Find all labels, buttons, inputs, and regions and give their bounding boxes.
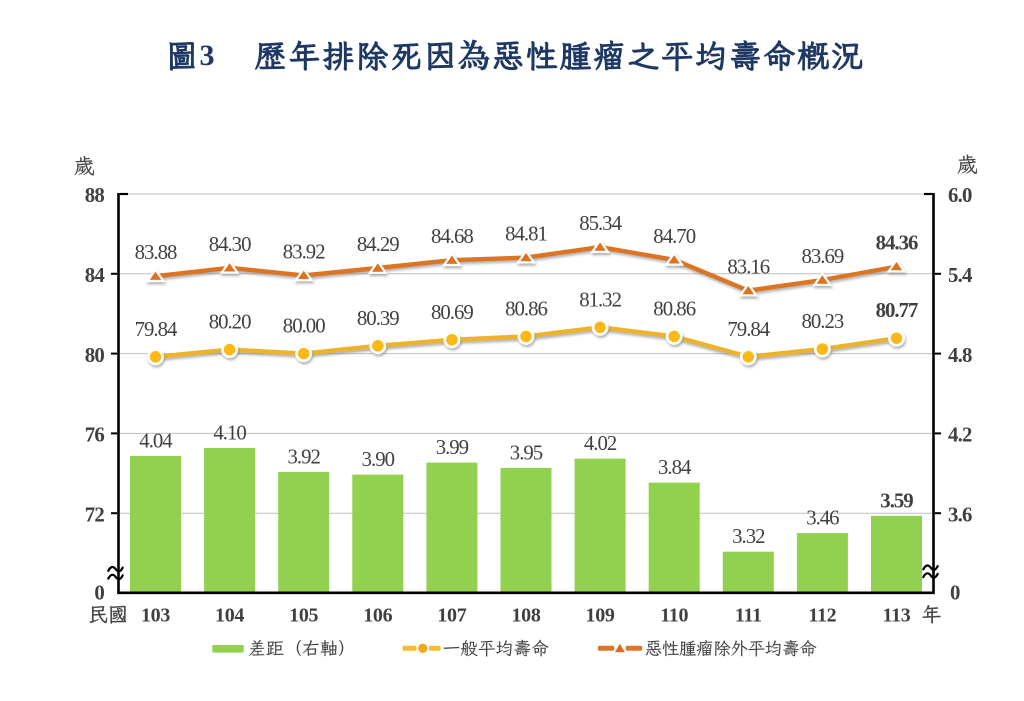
svg-text:80.86: 80.86 [653, 297, 695, 320]
svg-text:3.46: 3.46 [806, 507, 839, 530]
svg-text:3.84: 3.84 [658, 456, 692, 479]
svg-text:79.84: 79.84 [135, 318, 178, 341]
svg-text:104: 104 [215, 605, 244, 627]
svg-text:84: 84 [85, 264, 106, 287]
svg-text:84.30: 84.30 [209, 233, 251, 256]
svg-text:83.88: 83.88 [135, 241, 177, 264]
svg-text:108: 108 [511, 605, 540, 627]
svg-text:106: 106 [363, 605, 392, 627]
svg-text:79.84: 79.84 [727, 318, 770, 341]
svg-text:84.36: 84.36 [876, 232, 918, 255]
svg-text:3: 3 [200, 39, 215, 72]
svg-text:4.10: 4.10 [213, 422, 246, 445]
svg-text:103: 103 [141, 605, 170, 627]
svg-text:80.86: 80.86 [505, 297, 547, 320]
svg-text:80.20: 80.20 [209, 311, 251, 334]
svg-text:3.90: 3.90 [362, 448, 395, 471]
svg-text:3.99: 3.99 [436, 436, 469, 459]
svg-text:3.95: 3.95 [510, 441, 543, 464]
svg-text:109: 109 [586, 605, 615, 627]
svg-text:84.81: 84.81 [505, 223, 547, 246]
svg-text:0: 0 [94, 582, 104, 605]
svg-text:110: 110 [660, 605, 688, 627]
svg-text:84.70: 84.70 [653, 225, 695, 248]
svg-text:84.68: 84.68 [431, 225, 473, 248]
svg-text:80.23: 80.23 [802, 310, 844, 333]
svg-text:6.0: 6.0 [948, 184, 972, 207]
svg-text:88: 88 [85, 184, 105, 207]
svg-text:4.02: 4.02 [584, 432, 617, 455]
svg-text:111: 111 [735, 605, 762, 627]
svg-text:0: 0 [950, 582, 960, 605]
svg-text:3.6: 3.6 [948, 503, 972, 526]
svg-text:84.29: 84.29 [357, 233, 399, 256]
svg-text:113: 113 [883, 605, 911, 627]
svg-text:4.8: 4.8 [948, 344, 972, 367]
svg-text:112: 112 [808, 605, 836, 627]
svg-text:3.59: 3.59 [880, 489, 913, 512]
svg-text:80.69: 80.69 [431, 301, 473, 324]
svg-text:107: 107 [437, 605, 466, 627]
svg-text:83.92: 83.92 [283, 240, 325, 263]
svg-text:76: 76 [85, 424, 105, 447]
svg-text:4.2: 4.2 [948, 424, 972, 447]
svg-text:80.77: 80.77 [876, 299, 918, 322]
svg-text:105: 105 [289, 605, 318, 627]
svg-text:3.32: 3.32 [732, 525, 765, 548]
svg-text:80: 80 [85, 344, 105, 367]
svg-text:80.00: 80.00 [283, 315, 325, 338]
svg-text:81.32: 81.32 [579, 288, 621, 311]
svg-text:83.69: 83.69 [802, 245, 844, 268]
svg-text:80.39: 80.39 [357, 307, 399, 330]
svg-text:4.04: 4.04 [139, 430, 173, 453]
svg-text:5.4: 5.4 [948, 264, 973, 287]
svg-text:72: 72 [85, 503, 105, 526]
svg-text:3.92: 3.92 [287, 445, 320, 468]
svg-text:83.16: 83.16 [727, 256, 769, 279]
svg-text:85.34: 85.34 [579, 212, 622, 235]
